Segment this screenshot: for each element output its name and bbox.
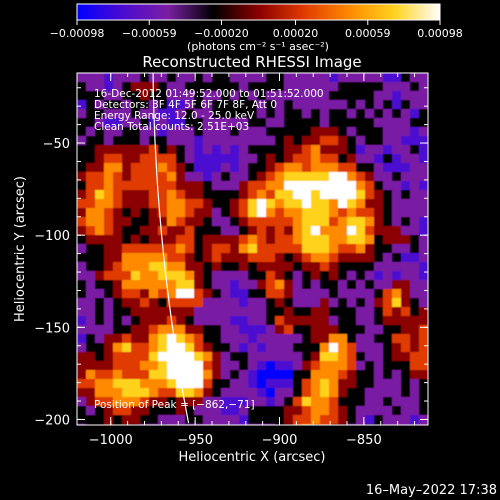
y-axis-label: Heliocentric Y (arcsec)	[13, 176, 28, 322]
colorbar-tick-label: 0.00059	[345, 27, 391, 40]
y-tick-label: −150	[34, 321, 70, 336]
heatmap-image	[77, 73, 428, 425]
colorbar-tick-label: −0.00020	[194, 27, 249, 40]
colorbar: −0.00098 −0.00059 −0.00020 0.00020 0.00059 0.…	[50, 3, 463, 53]
annotation-peak-position: Position of Peak = [−862,−71]	[94, 399, 255, 411]
x-tick-label: −950	[177, 433, 213, 448]
chart-title: Reconstructed RHESSI Image	[142, 53, 361, 71]
y-tick-label: −100	[34, 229, 70, 244]
x-axis-ticks: −1000 −950 −900 −850	[89, 73, 415, 448]
annotation-clean-counts: Clean Total counts: 2.51E+03	[94, 121, 249, 133]
colorbar-unit-label: (photons cm⁻² s⁻¹ asec⁻²)	[187, 40, 329, 53]
colorbar-tick-label: −0.00098	[50, 27, 105, 40]
colorbar-gradient	[76, 3, 441, 21]
colorbar-ticks: −0.00098 −0.00059 −0.00020 0.00020 0.00059 0.…	[50, 20, 463, 40]
solar-limb-curve	[152, 73, 190, 424]
colorbar-tick-label: 0.00098	[417, 27, 463, 40]
annotation-energy-range: Energy Range: 12.0 - 25.0 keV	[94, 110, 255, 122]
image-annotations: 16-Dec-2012 01:49:52.000 to 01:51:52.000…	[94, 88, 324, 411]
annotation-time-range: 16-Dec-2012 01:49:52.000 to 01:51:52.000	[94, 88, 324, 100]
colorbar-tick-label: 0.00020	[273, 27, 319, 40]
x-tick-label: −850	[346, 433, 382, 448]
annotation-detectors: Detectors: 3F 4F 5F 6F 7F 8F, Att 0	[94, 99, 277, 111]
y-tick-label: −50	[43, 137, 70, 152]
footer-timestamp: 16–May–2022 17:38	[366, 483, 497, 498]
x-axis-label: Heliocentric X (arcsec)	[179, 450, 326, 465]
y-tick-label: −200	[34, 413, 70, 428]
x-tick-label: −1000	[89, 433, 133, 448]
x-tick-label: −900	[262, 433, 298, 448]
colorbar-tick-label: −0.00059	[122, 27, 177, 40]
plot-frame	[76, 72, 429, 426]
y-axis-ticks: −50 −100 −150 −200	[34, 87, 428, 428]
